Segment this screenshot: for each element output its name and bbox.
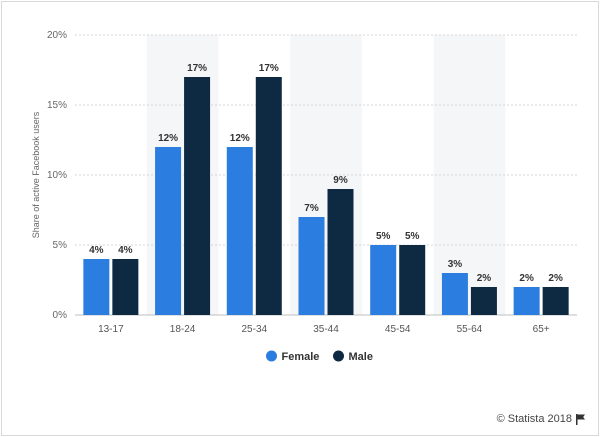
data-label: 5% <box>376 231 391 242</box>
bar-male <box>112 259 139 315</box>
y-tick-label: 5% <box>53 240 68 251</box>
x-tick-label: 45-54 <box>385 324 411 335</box>
data-label: 17% <box>187 63 207 74</box>
y-tick-label: 15% <box>47 100 67 111</box>
data-label: 2% <box>548 273 563 284</box>
data-label: 17% <box>259 63 279 74</box>
x-tick-label: 18-24 <box>170 324 196 335</box>
data-label: 2% <box>519 273 534 284</box>
credit[interactable]: © Statista 2018 <box>497 413 586 425</box>
bar-male <box>470 287 497 315</box>
legend-label-female: Female <box>282 351 320 363</box>
data-label: 7% <box>304 203 319 214</box>
bar-male <box>184 77 211 315</box>
data-label: 3% <box>448 259 463 270</box>
bar-female <box>155 147 182 315</box>
credit-text: © Statista 2018 <box>496 413 572 425</box>
data-label: 5% <box>405 231 420 242</box>
data-label: 4% <box>89 245 104 256</box>
bar-female <box>370 245 397 315</box>
y-tick-label: 10% <box>47 170 67 181</box>
y-tick-label: 20% <box>47 30 67 41</box>
bar-male <box>255 77 282 315</box>
y-axis-label: Share of active Facebook users <box>31 111 41 238</box>
flag-icon[interactable] <box>576 413 586 425</box>
bar-female <box>226 147 253 315</box>
data-label: 12% <box>230 133 250 144</box>
y-tick-label: 0% <box>53 310 68 321</box>
x-tick-label: 65+ <box>533 324 550 335</box>
data-label: 9% <box>333 175 348 186</box>
bar-male <box>327 189 354 315</box>
x-tick-label: 35-44 <box>313 324 339 335</box>
bar-male <box>399 245 426 315</box>
x-tick-label: 25-34 <box>241 324 267 335</box>
legend-marker-male <box>333 350 344 362</box>
data-label: 12% <box>158 133 178 144</box>
bar-female <box>298 217 325 315</box>
x-tick-label: 13-17 <box>98 324 124 335</box>
category-band <box>433 35 506 315</box>
data-label: 4% <box>118 245 133 256</box>
bar-male <box>542 287 569 315</box>
bar-female <box>83 259 110 315</box>
data-label: 2% <box>477 273 492 284</box>
bar-female <box>513 287 540 315</box>
legend-label-male: Male <box>349 351 373 363</box>
legend-marker-female <box>266 350 277 362</box>
bar-female <box>441 273 468 315</box>
x-tick-label: 55-64 <box>457 324 483 335</box>
